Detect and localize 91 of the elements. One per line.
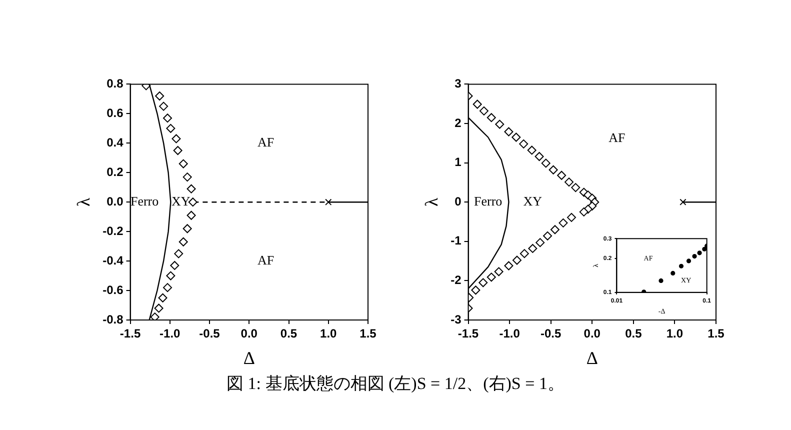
point (163, 283, 172, 292)
point (479, 106, 488, 116)
y-tick-label: 2 (454, 116, 462, 130)
point (550, 225, 560, 234)
point (495, 120, 504, 129)
point (174, 249, 184, 258)
point (486, 272, 496, 282)
point (536, 238, 545, 248)
point (159, 102, 168, 111)
point (154, 304, 164, 313)
y-tick-label: -3 (450, 312, 462, 326)
y-axis-title: λ (74, 197, 94, 206)
x-tick-label: -0.5 (540, 326, 562, 341)
point (150, 312, 160, 320)
point (166, 271, 176, 280)
point (173, 146, 182, 156)
y-tick-label: 0 (454, 194, 462, 208)
point (182, 224, 192, 234)
point (504, 127, 514, 136)
annotation: AF (257, 134, 274, 150)
annotation: AF (257, 252, 274, 268)
point (548, 165, 558, 174)
point (325, 198, 332, 206)
x-axis-title: Δ (243, 348, 255, 368)
point (158, 293, 168, 302)
point (471, 286, 480, 295)
y-tick-label: 0.6 (106, 106, 124, 120)
y-tick-label: -0.2 (102, 224, 124, 238)
point (543, 231, 552, 240)
x-axis-title: Δ (586, 348, 598, 368)
point (564, 178, 574, 187)
point (579, 207, 588, 216)
y-tick-label: -2 (450, 273, 462, 288)
point (512, 256, 522, 265)
point (519, 139, 528, 148)
point (182, 172, 192, 182)
point (166, 124, 176, 133)
point (472, 100, 482, 109)
x-tick-label: 1.5 (708, 326, 725, 341)
point (494, 267, 504, 276)
point (528, 244, 538, 253)
x-tick-label: -0.5 (199, 326, 220, 341)
point (186, 210, 196, 220)
y-tick-label: 0.4 (106, 135, 124, 150)
y-tick-label: 0.8 (106, 76, 124, 91)
x-tick-label: -1.5 (458, 326, 479, 341)
annotation: AF (608, 130, 626, 145)
x-tick-label: 0.0 (584, 326, 601, 341)
y-tick-label: -0.8 (102, 312, 124, 326)
x-tick-label: 0.5 (625, 326, 642, 341)
point (558, 218, 568, 228)
x-tick-label: -1.5 (120, 326, 141, 341)
point (172, 134, 181, 144)
x-tick-label: -1.0 (160, 326, 181, 341)
annotation: XY (523, 194, 543, 209)
x-tick-label: 1.0 (666, 326, 684, 341)
x-tick-label: 1.5 (360, 326, 377, 341)
y-axis-title: λ (422, 197, 442, 206)
point (504, 261, 514, 270)
x-tick-label: -1.0 (499, 326, 520, 341)
point (170, 260, 180, 270)
point (541, 158, 550, 168)
point (178, 237, 188, 246)
x-tick-label: 0.0 (240, 326, 258, 341)
point (566, 212, 576, 222)
point (186, 184, 196, 194)
y-tick-label: 3 (454, 76, 462, 91)
point (680, 198, 686, 206)
annotation: Ferro (474, 194, 502, 209)
annotation: Ferro (130, 194, 159, 209)
point (557, 170, 566, 180)
point (178, 159, 188, 168)
y-tick-label: -0.4 (102, 253, 124, 268)
point (512, 132, 521, 142)
point (155, 91, 164, 100)
point (520, 249, 529, 258)
y-tick-label: -1 (450, 234, 462, 248)
annotation: XY (172, 194, 191, 209)
point (486, 113, 496, 122)
y-tick-label: 1 (454, 155, 462, 170)
y-tick-label: 0.2 (106, 164, 124, 179)
y-tick-label: -0.6 (102, 282, 124, 297)
point (534, 152, 544, 162)
x-tick-label: 1.0 (320, 326, 338, 341)
y-tick-label: 0.0 (106, 194, 124, 208)
point (527, 146, 536, 155)
point (571, 183, 580, 192)
point (163, 114, 172, 123)
point (478, 278, 488, 288)
caption: 図 1: 基底状態の相図 (左)S = 1/2、(右)S = 1。 (226, 373, 566, 395)
x-tick-label: 0.5 (280, 326, 298, 341)
